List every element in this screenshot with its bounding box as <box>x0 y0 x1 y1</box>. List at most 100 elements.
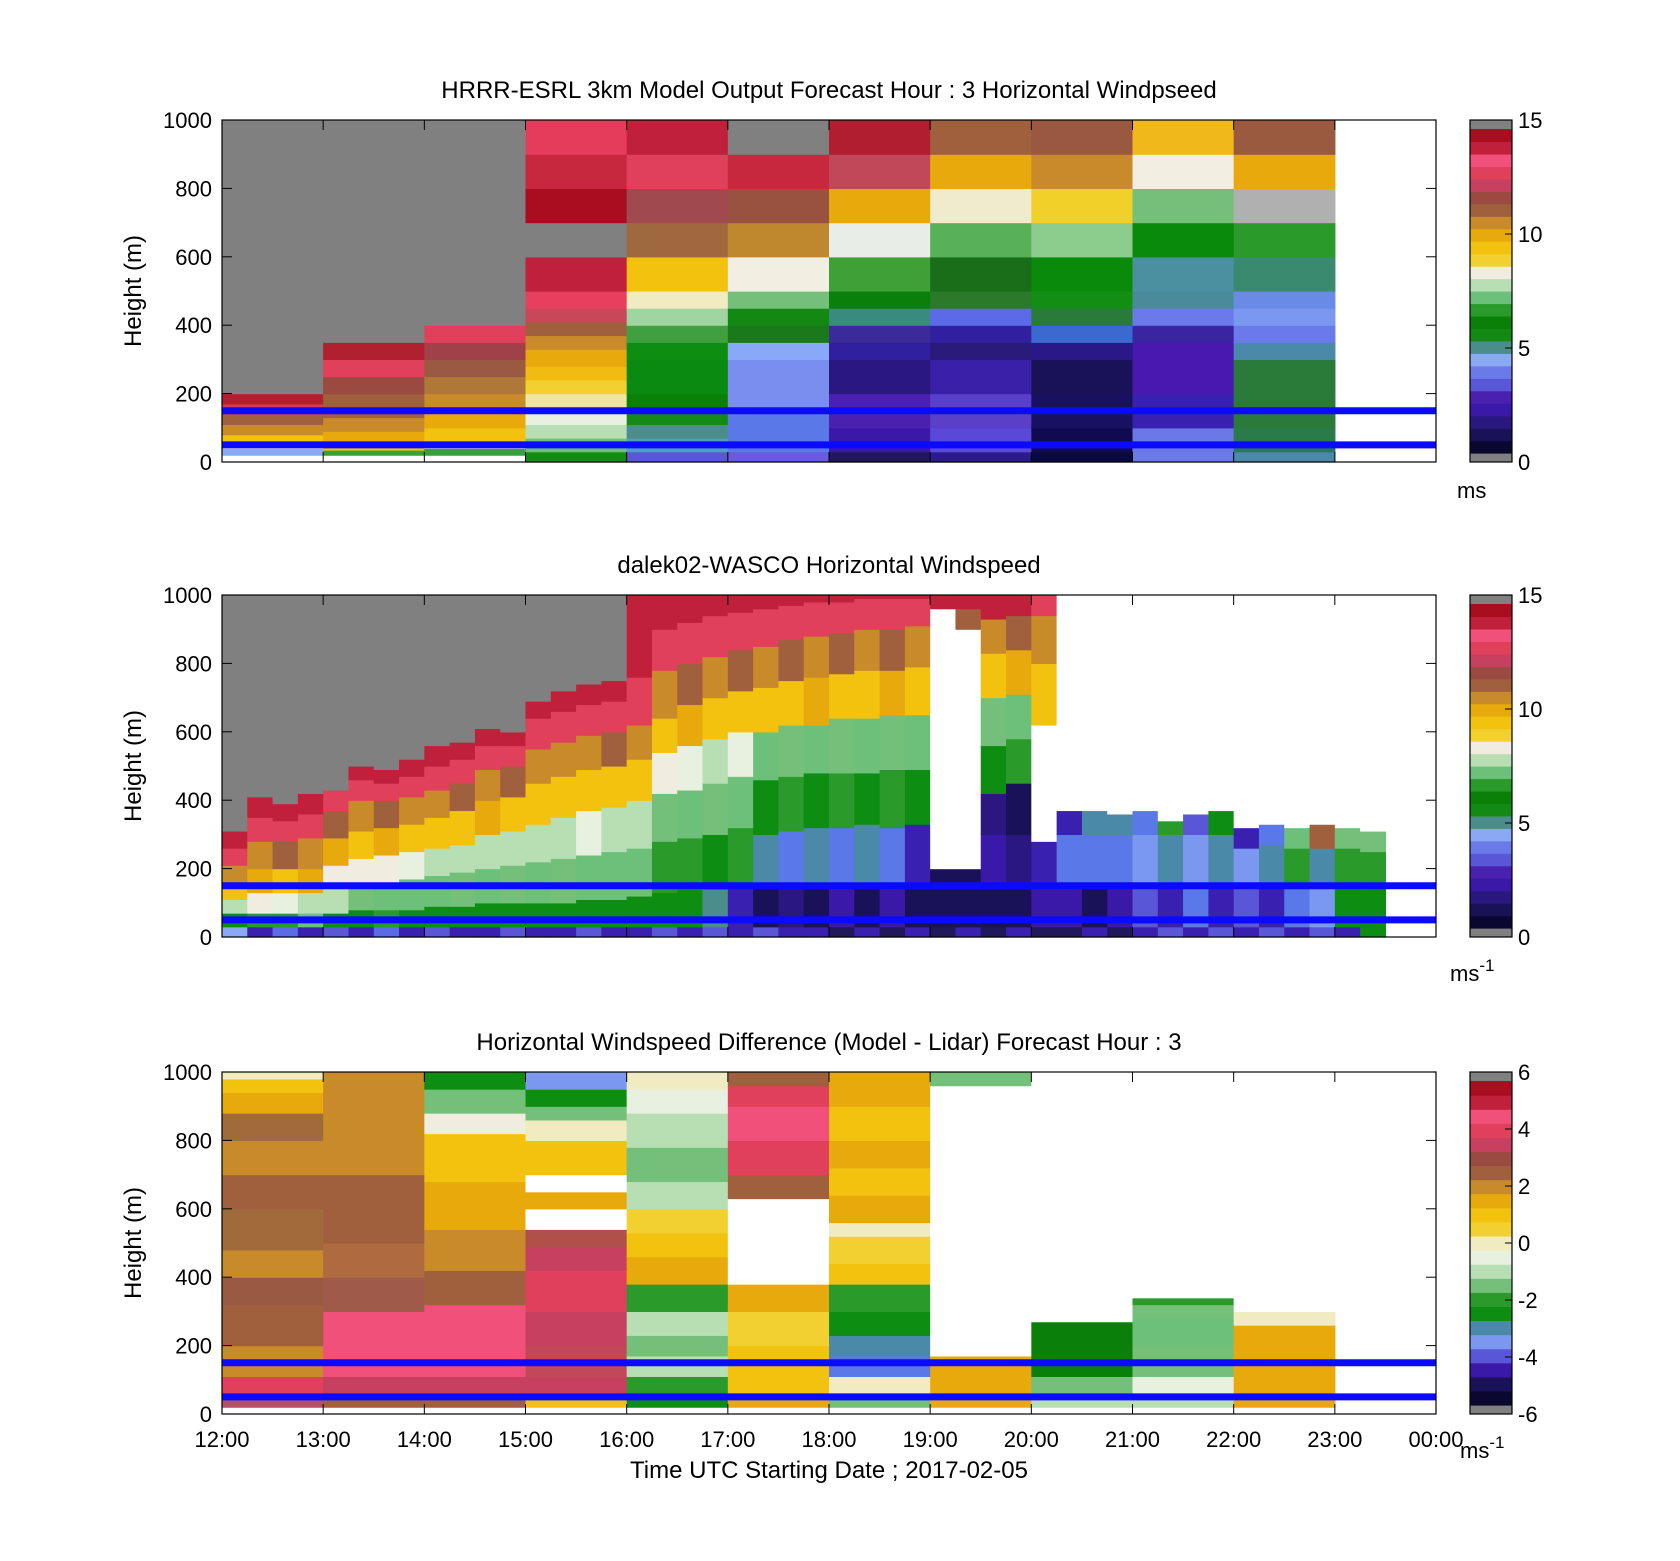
data-column <box>626 120 729 463</box>
heatmap-cell <box>854 926 881 938</box>
heatmap-cell <box>323 120 425 343</box>
heatmap-cell <box>1107 595 1134 815</box>
colorbar-frame <box>1469 594 1513 938</box>
heatmap-cell <box>626 222 729 258</box>
heatmap-cell <box>525 783 552 825</box>
heatmap-cell <box>1132 1407 1235 1415</box>
heatmap-cell <box>803 724 830 774</box>
heatmap-cell <box>1233 342 1336 360</box>
heatmap-cell <box>525 1191 628 1210</box>
colorbar-swatch <box>1470 1278 1512 1293</box>
heatmap-cell <box>778 639 805 682</box>
heatmap-cell <box>247 796 274 818</box>
colorbar-swatch <box>1470 340 1512 354</box>
data-column <box>1081 595 1108 938</box>
y-tick-label: 1000 <box>163 108 212 133</box>
heatmap-cell <box>550 776 577 818</box>
heatmap-cell <box>1031 291 1134 309</box>
heatmap-cell <box>550 858 577 904</box>
heatmap-cell <box>1233 451 1336 463</box>
colorbar-swatch <box>1470 228 1512 242</box>
colorbar-swatch <box>1470 766 1512 780</box>
colorbar-swatch <box>1470 428 1512 442</box>
heatmap-cell <box>753 595 780 610</box>
heatmap-cell <box>626 120 729 155</box>
heatmap-cell <box>829 632 855 675</box>
heatmap-cell <box>323 595 350 791</box>
heatmap-cell <box>247 595 274 798</box>
heatmap-cell <box>727 1311 830 1347</box>
y-tick-label: 400 <box>175 788 212 813</box>
heatmap-cell <box>1031 926 1058 938</box>
colorbar-swatch <box>1470 1109 1512 1124</box>
heatmap-cell <box>626 308 729 326</box>
y-tick-label: 600 <box>175 1197 212 1222</box>
heatmap-cell <box>829 1140 931 1169</box>
heatmap-cell <box>1284 848 1311 887</box>
heatmap-cell <box>424 745 451 767</box>
heatmap-cell <box>474 902 501 928</box>
heatmap-cell <box>399 824 425 853</box>
colorbar-swatch <box>1470 865 1512 879</box>
heatmap-cell <box>525 1229 628 1248</box>
heatmap-cell <box>247 868 274 894</box>
heatmap-cell <box>930 256 1032 292</box>
heatmap-cell <box>525 902 552 928</box>
colorbar-swatch <box>1470 216 1512 230</box>
heatmap-cell <box>500 926 527 938</box>
heatmap-cell <box>222 1376 324 1395</box>
x-tick-label: 18:00 <box>801 1427 856 1452</box>
y-tick-label: 800 <box>175 651 212 676</box>
heatmap-cell <box>247 841 274 870</box>
x-axis-label: Time UTC Starting Date ; 2017-02-05 <box>630 1457 1028 1484</box>
heatmap-cell <box>626 1335 729 1357</box>
data-column <box>1334 595 1361 938</box>
chart-title: Horizontal Windspeed Difference (Model -… <box>476 1029 1181 1056</box>
colorbar-unit-base: ms <box>1460 1438 1489 1463</box>
heatmap-cell <box>449 759 476 784</box>
heatmap-cell <box>651 670 678 719</box>
heatmap-cell <box>626 410 729 425</box>
heatmap-cell <box>323 789 350 812</box>
heatmap-cell <box>829 188 931 224</box>
heatmap-cell <box>879 769 906 829</box>
heatmap-cell <box>1031 342 1134 360</box>
heatmap-cell <box>626 188 729 224</box>
heatmap-cell <box>778 605 805 641</box>
data-column <box>1233 1072 1336 1415</box>
heatmap-cell <box>803 601 830 637</box>
heatmap-cell <box>753 646 780 688</box>
heatmap-cell <box>1132 451 1235 463</box>
heatmap-cell <box>1031 256 1134 292</box>
heatmap-cell <box>829 291 931 309</box>
heatmap-cell <box>904 769 931 825</box>
heatmap-cell <box>525 1140 628 1176</box>
heatmap-cell <box>399 796 425 825</box>
heatmap-cell <box>626 1407 729 1415</box>
heatmap-cell <box>576 595 602 685</box>
heatmap-cell <box>1233 827 1260 849</box>
data-column <box>829 120 931 463</box>
colorbar-swatch <box>1470 1137 1512 1153</box>
data-column <box>1157 595 1184 938</box>
heatmap-cell <box>930 1085 1032 1357</box>
heatmap-cell <box>626 393 729 412</box>
heatmap-cell <box>778 680 805 726</box>
heatmap-cell <box>550 690 577 712</box>
heatmap-cell <box>778 776 805 832</box>
colorbar-swatch <box>1470 691 1512 705</box>
colorbar-swatch <box>1470 403 1512 417</box>
heatmap-cell <box>829 325 931 343</box>
heatmap-cell <box>449 844 476 873</box>
heatmap-cell <box>626 256 729 292</box>
heatmap-cell <box>1132 926 1159 938</box>
heatmap-cell <box>1284 926 1311 938</box>
heatmap-cell <box>626 800 653 849</box>
colorbar-swatch <box>1470 178 1512 192</box>
colorbar-swatch <box>1470 840 1512 854</box>
data-column <box>601 595 628 938</box>
heatmap-cell <box>1031 841 1058 887</box>
y-tick-label: 200 <box>175 857 212 882</box>
heatmap-cell <box>904 666 931 716</box>
heatmap-cell <box>1031 154 1134 189</box>
